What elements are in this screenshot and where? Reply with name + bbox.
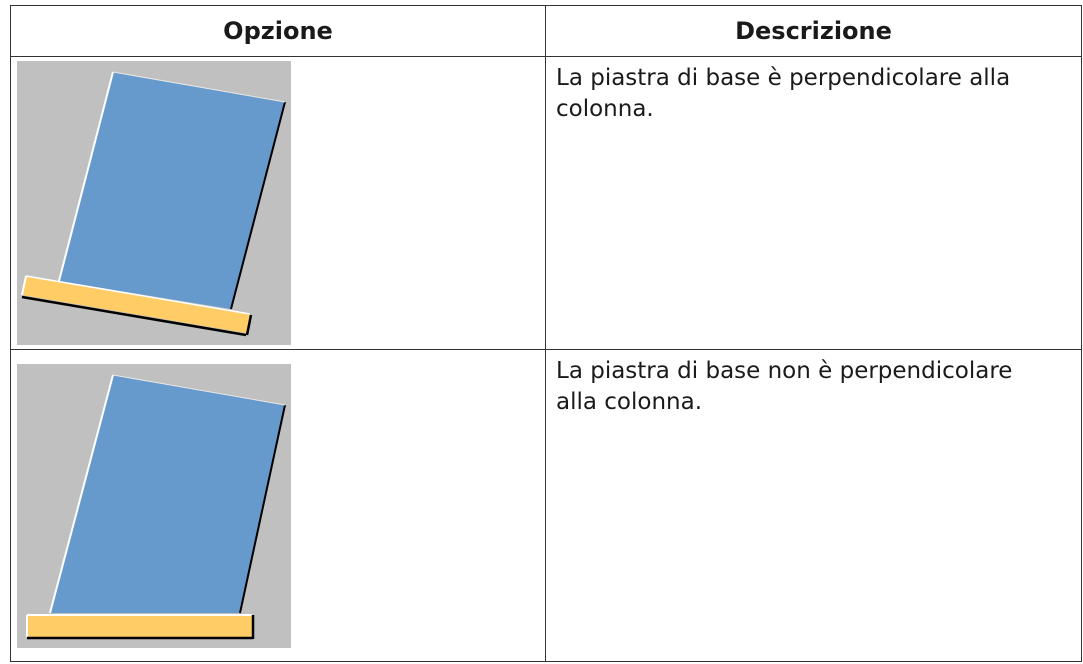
image-cell	[10, 349, 546, 662]
description-cell: La piastra di base è perpendicolare alla…	[545, 56, 1082, 350]
description-cell: La piastra di base non è perpendicolare …	[545, 349, 1082, 662]
image-cell	[10, 56, 546, 350]
header-cell: Descrizione	[545, 5, 1082, 57]
perpendicular-plate-image	[17, 61, 291, 345]
header-row: Opzione Descrizione	[10, 5, 1082, 57]
header-cell: Opzione	[10, 5, 546, 57]
non-perpendicular-plate-image	[17, 364, 291, 648]
table-row: La piastra di base non è perpendicolare …	[10, 349, 1082, 662]
table-row: La piastra di base è perpendicolare alla…	[10, 56, 1082, 350]
options-table: Opzione Descrizione La piastra di base è…	[10, 5, 1082, 662]
